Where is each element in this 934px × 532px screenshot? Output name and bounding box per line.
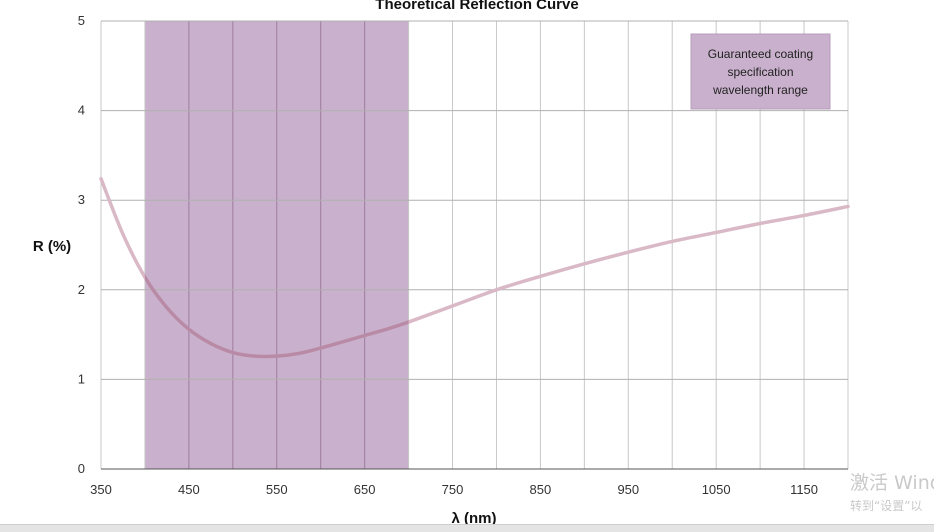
legend-label-line: Guaranteed coating xyxy=(708,47,813,61)
x-tick-label: 450 xyxy=(178,482,200,497)
x-tick-label: 750 xyxy=(442,482,464,497)
y-tick-label: 1 xyxy=(78,371,85,386)
reflection-curve-in-band xyxy=(144,273,409,359)
x-tick-label: 950 xyxy=(617,482,639,497)
y-tick-label: 4 xyxy=(78,103,85,118)
x-tick-label: 650 xyxy=(354,482,376,497)
x-tick-label: 850 xyxy=(530,482,552,497)
y-tick-label: 2 xyxy=(78,282,85,297)
x-tick-label: 1150 xyxy=(790,482,818,497)
y-tick-label: 0 xyxy=(78,461,85,476)
taskbar-edge xyxy=(0,524,934,532)
curve-layer xyxy=(99,176,850,359)
legend: Guaranteed coating specification wavelengt… xyxy=(690,33,831,110)
legend-label: Guaranteed coating specification wavelengt… xyxy=(708,47,813,97)
x-tick-label: 350 xyxy=(90,482,112,497)
y-axis-label: R (%) xyxy=(33,238,71,255)
windows-activation-watermark: 激活 Wind 转到“设置”以 xyxy=(850,468,934,514)
x-tick-label: 550 xyxy=(266,482,288,497)
x-axis-label: λ (nm) xyxy=(452,510,497,527)
tick-label-layer: 350 450 550 650 750 850 950 1050 1150 0 1 2 3 4 5 xyxy=(78,13,818,497)
x-tick-label: 1050 xyxy=(702,482,731,497)
watermark-line-1: 激活 Wind xyxy=(850,472,934,494)
legend-label-line: specification xyxy=(727,65,793,79)
chart-title: Theoretical Reflection Curve xyxy=(375,0,578,13)
y-tick-label: 3 xyxy=(78,192,85,207)
legend-swatch-box xyxy=(690,33,831,110)
grid-layer xyxy=(100,20,849,470)
watermark-line-2: 转到“设置”以 xyxy=(850,499,923,513)
legend-label-line: wavelength range xyxy=(712,83,808,97)
y-tick-label: 5 xyxy=(78,13,85,28)
